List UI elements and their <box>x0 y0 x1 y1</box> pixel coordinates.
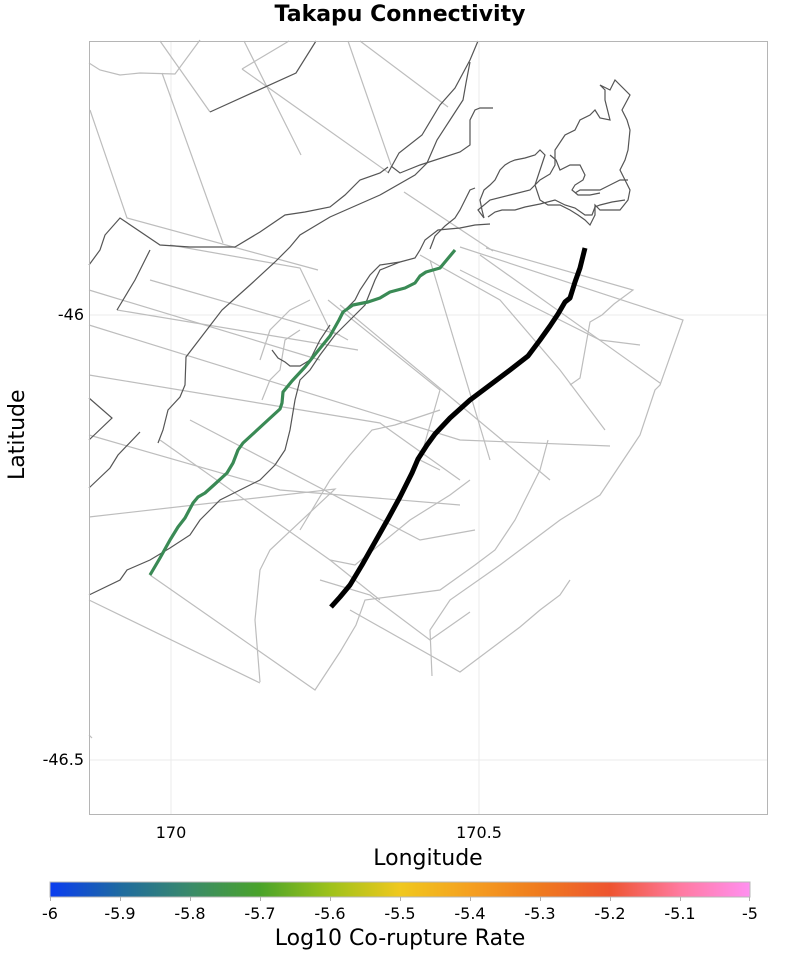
y-tick-label: -46 <box>57 305 84 324</box>
colorbar-label: Log10 Co-rupture Rate <box>274 926 526 951</box>
y-tick-label: -46.5 <box>42 750 84 769</box>
colorbar-tick-marks <box>50 897 750 901</box>
colorbar-tick-label: -5.3 <box>524 904 556 923</box>
x-tick-label: 170 <box>155 823 187 842</box>
corupture-fault-line <box>148 248 457 576</box>
x-axis-label: Longitude <box>373 846 483 871</box>
colorbar-tick-label: -5.8 <box>174 904 206 923</box>
colorbar-tick-label: -5.1 <box>664 904 696 923</box>
plot-border <box>89 41 768 815</box>
target-fault-line <box>329 247 588 609</box>
x-tick-label: 170.5 <box>456 823 502 842</box>
colorbar-tick-label: -5.6 <box>314 904 346 923</box>
colorbar-tick-label: -6 <box>42 904 58 923</box>
gridlines <box>89 41 767 814</box>
colorbar-tick-label: -5.4 <box>454 904 486 923</box>
colorbar-tick-label: -5.2 <box>594 904 626 923</box>
chart-title: Takapu Connectivity <box>274 2 526 27</box>
colorbar-tick-label: -5.7 <box>244 904 276 923</box>
colorbar-tick-label: -5 <box>742 904 758 923</box>
coastline-lines <box>88 40 631 596</box>
fault-outlines <box>88 39 684 739</box>
colorbar-tick-label: -5.9 <box>104 904 136 923</box>
colorbar-gradient <box>49 881 751 898</box>
colorbar-tick-label: -5.5 <box>384 904 416 923</box>
y-axis-label: Latitude <box>5 389 30 480</box>
